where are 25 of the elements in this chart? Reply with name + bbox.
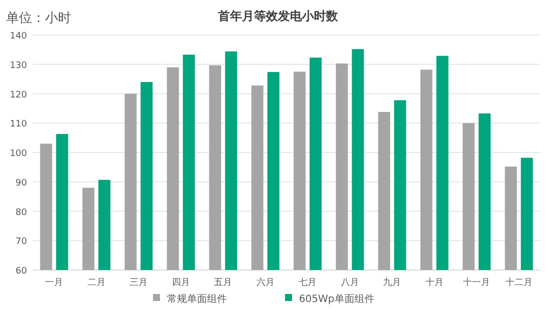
y-tick-label: 60: [16, 266, 28, 276]
y-tick-label: 80: [16, 208, 28, 218]
x-tick-label: 六月: [256, 277, 274, 288]
x-tick-label: 二月: [87, 278, 106, 288]
x-tick-label: 七月: [298, 277, 317, 288]
y-tick-label: 110: [10, 120, 28, 130]
text: 单位：小时: [6, 11, 71, 26]
chart-title: 首年月等效发电小时数: [217, 9, 339, 23]
x-tick-label: 十一月: [463, 277, 490, 288]
x-tick-label: 五月: [214, 278, 232, 288]
y-tick-label: 70: [16, 237, 28, 248]
y-tick-label: 130: [10, 60, 28, 71]
y-tick-label: 140: [10, 32, 28, 42]
legend-label: 常规单面组件: [167, 293, 227, 305]
legend-label: 605Wp单面组件: [299, 293, 374, 305]
x-tick-label: 一月: [45, 278, 64, 288]
y-tick-label: 120: [10, 90, 28, 100]
x-tick-label: 八月: [340, 277, 359, 288]
x-tick-label: 九月: [383, 277, 402, 288]
y-tick-label: 90: [16, 178, 28, 188]
x-tick-label: 四月: [172, 278, 190, 288]
x-tick-label: 三月: [130, 278, 148, 288]
x-tick-label: 十月: [425, 277, 444, 288]
x-tick-label: 十二月: [505, 277, 532, 288]
y-tick-label: 100: [10, 149, 28, 159]
